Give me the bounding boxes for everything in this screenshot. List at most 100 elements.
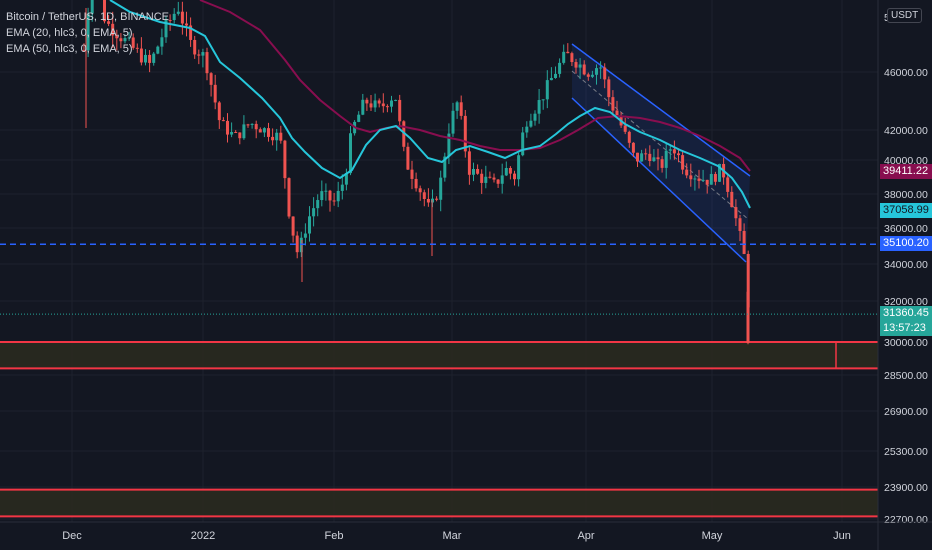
candle-body <box>656 157 660 160</box>
candle-body <box>529 120 533 127</box>
price-tick-label: 22700.00 <box>884 514 928 526</box>
candle-body <box>467 151 471 175</box>
candle-body <box>217 102 221 121</box>
support-zone <box>0 342 878 369</box>
candle-body <box>295 235 299 253</box>
candle-body <box>357 114 361 122</box>
candle-body <box>148 54 152 63</box>
candle-body <box>472 168 475 175</box>
candle-body <box>344 173 348 185</box>
candle-body <box>533 113 537 121</box>
candle-body <box>689 175 693 180</box>
candle-body <box>303 233 307 238</box>
candle-body <box>226 120 229 135</box>
candle-body <box>242 124 246 139</box>
candle-body <box>246 124 250 126</box>
candle-body <box>385 106 389 108</box>
candle-body <box>677 153 680 156</box>
candle-body <box>681 155 685 170</box>
price-tick-label: 34000.00 <box>884 259 928 271</box>
ema-lines <box>109 0 751 209</box>
candle-body <box>451 110 455 134</box>
candle-body <box>631 142 635 153</box>
candle-body <box>90 0 94 14</box>
candle-body <box>279 132 283 141</box>
candle-body <box>139 48 143 63</box>
candle-body <box>476 168 480 174</box>
candle-body <box>697 178 701 181</box>
candle-body <box>312 208 316 217</box>
candle-body <box>611 97 615 111</box>
ema50-price-tag: 39411.22 <box>880 164 932 179</box>
candle-body <box>595 68 598 75</box>
candle-body <box>275 132 279 141</box>
horizontal-lines <box>0 243 878 315</box>
candle-body <box>459 102 463 116</box>
candle-body <box>287 178 291 217</box>
candle-body <box>496 179 500 184</box>
candle-body <box>160 37 164 47</box>
candle-body <box>332 200 336 202</box>
candle-body <box>254 123 258 130</box>
candle-body <box>545 80 549 100</box>
candle-body <box>508 167 512 174</box>
candle-body <box>172 13 176 21</box>
candle-body <box>394 99 398 101</box>
candle-body <box>283 140 287 179</box>
candle-body <box>713 173 717 182</box>
candle-body <box>373 100 377 108</box>
candle-body <box>480 173 484 183</box>
price-tick-label: 30000.00 <box>884 337 928 349</box>
candle-body <box>340 184 344 191</box>
candle-body <box>521 132 525 156</box>
candle-body <box>718 163 721 182</box>
candle-body <box>443 156 447 178</box>
candle-body <box>549 77 553 81</box>
time-tick-label: Mar <box>443 530 462 542</box>
channel-fill <box>572 44 750 262</box>
candle-body <box>607 79 611 98</box>
candle-body <box>205 52 209 74</box>
candle-body <box>271 136 275 141</box>
candle-body <box>554 73 557 78</box>
candle-body <box>558 62 562 74</box>
candle-body <box>402 121 406 147</box>
candle-body <box>726 177 730 192</box>
candle-body <box>377 100 381 104</box>
candle-body <box>562 51 566 63</box>
candle-body <box>197 54 201 56</box>
candle-body <box>193 39 197 55</box>
candle-body <box>234 131 238 133</box>
candle-body <box>500 175 504 184</box>
candle-body <box>86 13 90 51</box>
candle-body <box>578 64 582 68</box>
candle-body <box>730 191 734 208</box>
hline-price-tag: 35100.20 <box>880 236 932 251</box>
price-tick-label: 36000.00 <box>884 223 928 235</box>
countdown-tag: 13:57:23 <box>880 321 932 336</box>
time-tick-label: 2022 <box>191 530 215 542</box>
ema20-line <box>109 0 751 209</box>
candle-body <box>258 129 262 133</box>
candle-body <box>668 149 672 151</box>
candle-body <box>738 218 742 231</box>
candle-body <box>156 46 160 54</box>
candle-body <box>734 207 738 219</box>
candle-body <box>603 67 607 80</box>
candle-body <box>636 152 639 162</box>
candle-body <box>566 51 570 54</box>
candle-body <box>168 20 172 22</box>
candle-body <box>189 25 193 40</box>
candle-body <box>435 198 439 200</box>
candle-body <box>570 53 574 63</box>
currency-selector[interactable]: USDT <box>887 8 923 23</box>
candle-body <box>644 153 648 155</box>
candle-body <box>627 131 631 143</box>
candle-body <box>660 159 664 168</box>
price-tick-label: 23900.00 <box>884 482 928 494</box>
candle-body <box>250 123 254 125</box>
candle-body <box>201 52 205 56</box>
time-tick-label: Feb <box>325 530 344 542</box>
price-tick-label: 26900.00 <box>884 406 928 418</box>
